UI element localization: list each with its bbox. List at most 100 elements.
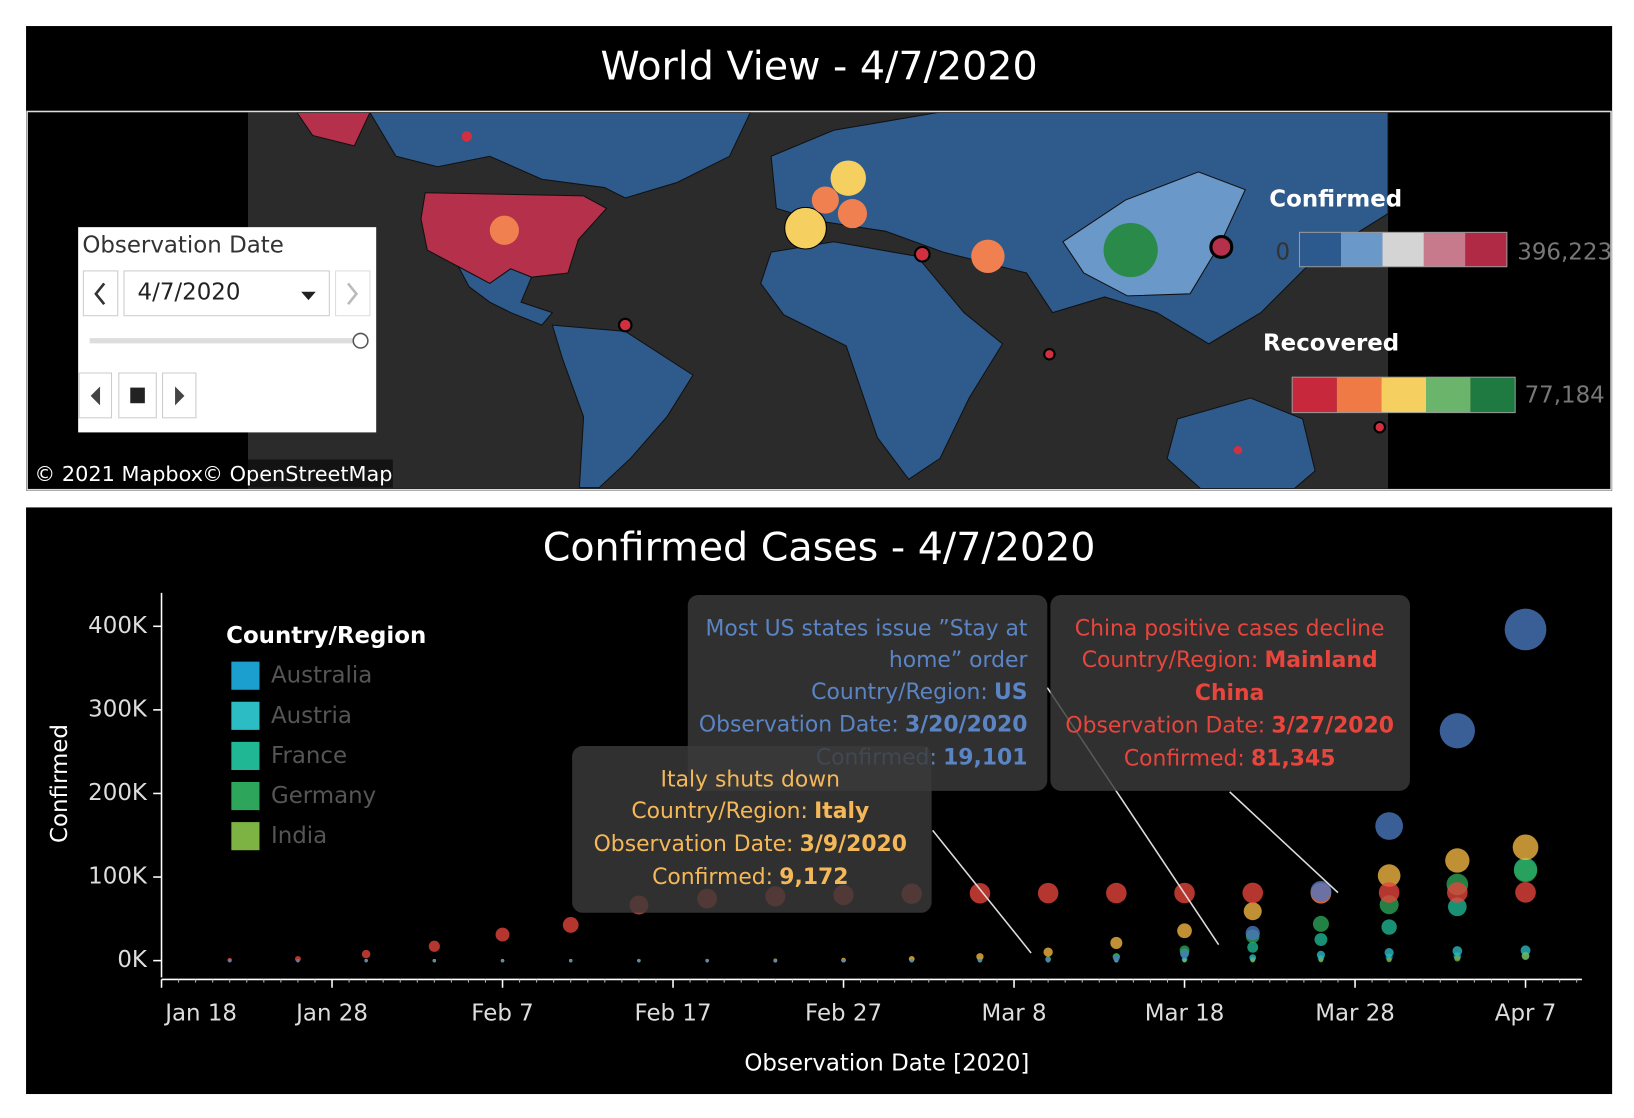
y-tick-label: 100K [88, 864, 148, 890]
bubble [495, 927, 510, 942]
bubble [1250, 958, 1255, 963]
next-button[interactable] [335, 270, 371, 317]
annotation-value: 3/20/2020 [905, 713, 1028, 738]
x-tick-label: Feb 17 [635, 1000, 712, 1026]
annotation-line: Country/Region: US [811, 680, 1027, 705]
bubble [1452, 946, 1463, 956]
annotation-value: 81,345 [1251, 747, 1335, 772]
x-tick-label: Apr 7 [1495, 1000, 1556, 1026]
bubble [976, 953, 984, 961]
stop-icon [130, 387, 145, 404]
date-dropdown[interactable] [123, 270, 330, 317]
bubble [773, 958, 778, 963]
legend-swatch [1340, 232, 1383, 267]
bubble [637, 958, 641, 963]
bubble [1243, 902, 1262, 921]
map-bubble [1209, 234, 1234, 259]
filter-title: Observation Date [82, 232, 284, 258]
legend-label[interactable]: Australia [271, 663, 372, 689]
bubble [1512, 834, 1539, 861]
bubble [1045, 957, 1051, 963]
bubble [1312, 915, 1329, 932]
bubble [977, 958, 982, 963]
annotation-label: Country/Region: [811, 680, 988, 705]
map-bubble [1233, 445, 1243, 455]
annotation-line: Confirmed: 81,345 [1124, 747, 1336, 772]
plot: 0K 100K 200K 300K 400K Jan 18 Jan 28 Feb 7 Feb 1… [88, 592, 1582, 1026]
legend-title: Recovered [1263, 330, 1399, 356]
bubble [1439, 713, 1475, 749]
annotation-label: Confirmed: [652, 865, 773, 890]
bubble [1110, 936, 1123, 949]
annotation-line: Observation Date: 3/9/2020 [594, 832, 907, 857]
map-title: World View - 4/7/2020 [601, 43, 1038, 89]
legend-label[interactable]: Austria [271, 703, 352, 729]
chart-title: Confirmed Cases - 4/7/2020 [543, 525, 1096, 571]
bubble [1037, 882, 1059, 904]
map-bubble [811, 186, 839, 214]
prev-icon [94, 282, 106, 306]
play-forward-icon [175, 386, 185, 406]
annotation-label: Observation Date: [594, 832, 794, 857]
legend-swatch [1292, 377, 1337, 413]
annotation-line: Country/Region: Mainland [1082, 648, 1378, 673]
y-axis-title: Confirmed [47, 724, 73, 843]
country [457, 265, 554, 326]
annotation-label: Observation Date: [1065, 714, 1265, 739]
legend-label[interactable]: India [271, 823, 327, 849]
legend-max: 77,184 [1525, 382, 1605, 408]
next-icon [347, 282, 359, 306]
country [770, 112, 1389, 345]
bubble [1182, 958, 1187, 963]
annotation-value: China [1195, 681, 1264, 706]
x-axis-title: Observation Date [2020] [744, 1050, 1029, 1076]
bubble [1377, 864, 1401, 887]
x-tick-label: Jan 28 [294, 1000, 368, 1026]
legend-label[interactable]: France [271, 743, 347, 769]
filter-value: 4/7/2020 [138, 279, 241, 305]
bubble [569, 958, 573, 963]
legend-swatch [1470, 377, 1516, 413]
bubble [1445, 848, 1470, 873]
annotation-title: China positive cases decline [1075, 616, 1385, 641]
annotation-leader [1229, 791, 1339, 894]
bubble [1386, 956, 1392, 963]
bubble [909, 958, 914, 963]
country [551, 324, 694, 489]
legend-min: 0 [1276, 240, 1291, 266]
map-bubble [1373, 420, 1386, 434]
play-back-icon [90, 386, 101, 406]
bubble [1247, 941, 1259, 953]
bubble [1242, 882, 1264, 904]
x-tick-label: Feb 7 [471, 1000, 533, 1026]
annotation-box [1050, 594, 1410, 791]
y-tick-label: 400K [88, 613, 148, 639]
annotation-value: US [994, 680, 1028, 705]
map-bubble [913, 245, 931, 263]
bubble [1177, 923, 1192, 939]
legend-swatch [231, 661, 260, 690]
bubble [228, 959, 232, 963]
legend-frame [1298, 231, 1508, 268]
x-tick-label: Mar 28 [1315, 1000, 1395, 1026]
legend-frame [1291, 376, 1516, 414]
map-legends: Confirmed 0 396,223 Recovered 77,184 [1263, 187, 1612, 414]
legend-label[interactable]: Germany [271, 783, 376, 809]
annotation-box [572, 746, 932, 913]
bubble [969, 883, 991, 904]
prev-button[interactable] [82, 270, 119, 317]
attribution[interactable]: © 2021 Mapbox [34, 462, 203, 486]
bubble [705, 958, 709, 963]
slider-handle[interactable] [352, 332, 369, 349]
bubble [364, 958, 368, 963]
bubble [1316, 950, 1326, 959]
annotation-box [687, 594, 1048, 791]
x-tick-label: Mar 8 [981, 1000, 1046, 1026]
legend-max: 396,223 [1517, 240, 1612, 266]
legend-swatch [1465, 232, 1507, 267]
annotation-title: Italy shuts down [661, 767, 841, 792]
bubble [1314, 933, 1328, 946]
dropdown-caret [301, 291, 316, 301]
bubble [1447, 882, 1468, 903]
attribution[interactable]: © OpenStreetMap [202, 462, 392, 486]
